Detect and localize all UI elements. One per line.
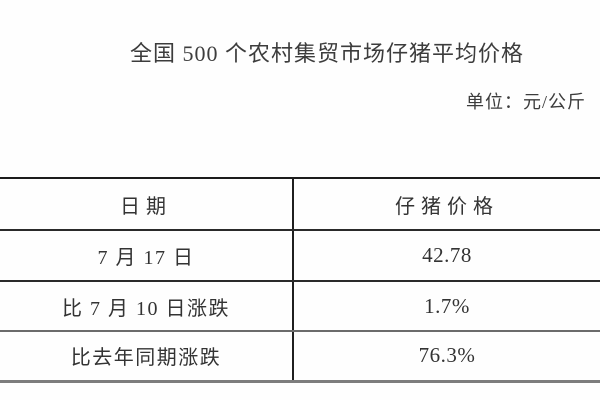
table-row: 7 月 17 日 42.78 xyxy=(0,230,600,282)
row-week-change-value: 1.7% xyxy=(292,281,600,332)
row-yoy-change-value: 76.3% xyxy=(292,331,600,381)
unit-label: 单位：元/公斤 xyxy=(466,92,587,112)
table-row: 比 7 月 10 日涨跌 1.7% xyxy=(0,281,600,332)
row-yoy-change-label: 比去年同期涨跌 xyxy=(70,347,222,370)
header-piglet-price: 仔猪价格 xyxy=(292,178,600,231)
row-week-change-label: 比 7 月 10 日涨跌 xyxy=(0,281,293,332)
table-header-row: 日期 仔猪价格 xyxy=(0,178,600,231)
page-title: 全国 500 个农村集贸市场仔猪平均价格 xyxy=(129,41,524,66)
price-table: 日期 仔猪价格 7 月 17 日 42.78 比 7 月 10 日涨跌 1.7%… xyxy=(0,177,600,383)
table-row: 比去年同期涨跌 76.3% xyxy=(0,331,600,381)
row-price-value: 42.78 xyxy=(292,230,600,282)
header-date: 日期 xyxy=(0,178,293,231)
row-date-label: 7 月 17 日 xyxy=(0,230,293,282)
